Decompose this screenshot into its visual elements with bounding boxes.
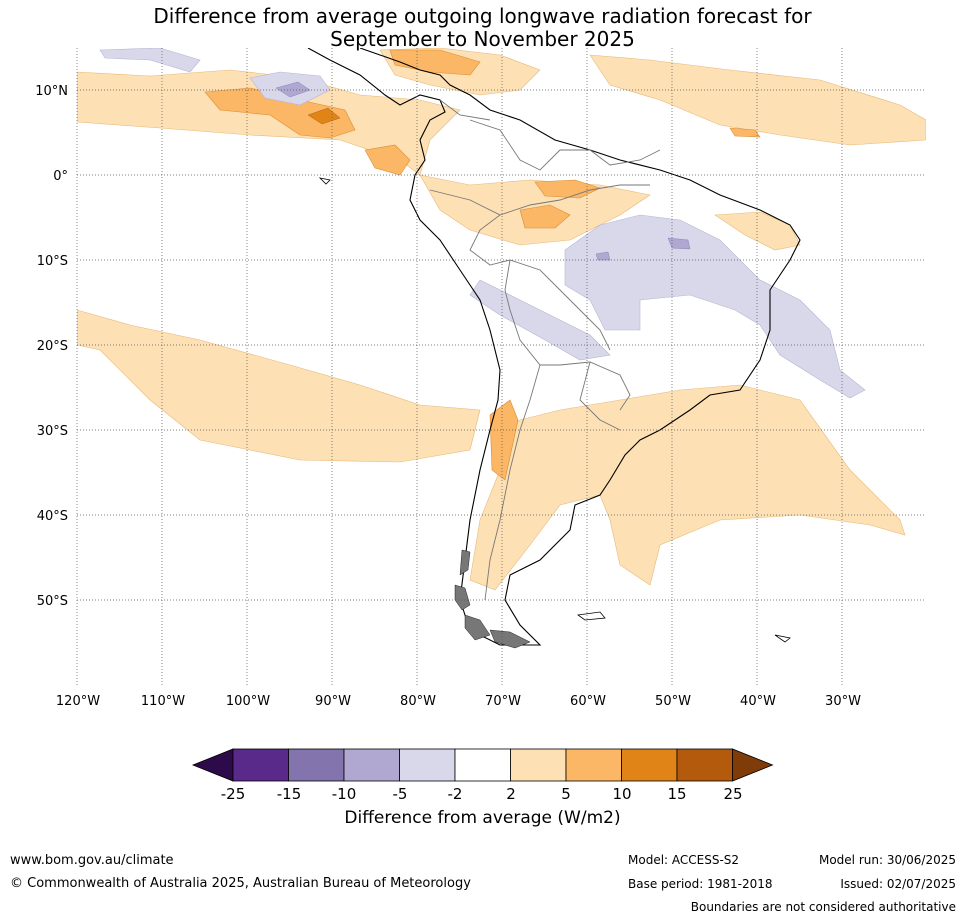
anomaly-negative-regions bbox=[99, 48, 866, 399]
footer-disclaimer: Boundaries are not considered authoritat… bbox=[690, 900, 956, 914]
colorbar-min-arrow bbox=[191, 748, 234, 782]
lon-label: 70°W bbox=[485, 694, 521, 709]
lon-label: 90°W bbox=[315, 694, 351, 709]
colorbar-swatch bbox=[621, 748, 678, 782]
colorbar-tick: -25 bbox=[221, 785, 246, 803]
colorbar-ticks: -25 -15 -10 -5 -2 2 5 10 15 25 bbox=[221, 785, 743, 803]
colorbar-tick: -2 bbox=[448, 785, 463, 803]
lat-label: 50°S bbox=[37, 594, 68, 609]
colorbar-max-arrow bbox=[732, 748, 774, 782]
colorbar-swatch bbox=[399, 748, 456, 782]
anomaly-5-10-regions bbox=[204, 49, 761, 481]
lon-label: 80°W bbox=[400, 694, 436, 709]
title-line-2: September to November 2025 bbox=[330, 27, 635, 51]
lon-label: 50°W bbox=[655, 694, 691, 709]
colorbar-tick: 15 bbox=[667, 785, 686, 803]
anomaly-minus5-regions bbox=[275, 81, 691, 261]
title-line-1: Difference from average outgoing longwav… bbox=[153, 4, 812, 28]
lon-label: 100°W bbox=[226, 694, 270, 709]
footer-model-run: Model run: 30/06/2025 bbox=[818, 853, 956, 867]
footer-url: www.bom.gov.au/climate bbox=[10, 853, 174, 868]
colorbar-tick: -10 bbox=[332, 785, 357, 803]
graticule bbox=[76, 48, 926, 685]
latitude-labels: 10°N 0° 10°S 20°S 30°S 40°S 50°S bbox=[35, 84, 68, 609]
footer-model: Model: ACCESS-S2 bbox=[628, 853, 740, 867]
colorbar-tick: -5 bbox=[393, 785, 408, 803]
lat-label: 0° bbox=[53, 169, 68, 184]
colorbar-swatch bbox=[565, 748, 622, 782]
patagonian-archipelago bbox=[454, 549, 531, 649]
map-title: Difference from average outgoing longwav… bbox=[0, 5, 965, 51]
small-islands bbox=[318, 177, 791, 643]
footer-copyright: © Commonwealth of Australia 2025, Austra… bbox=[10, 876, 471, 891]
footer-base-period: Base period: 1981-2018 bbox=[628, 877, 773, 891]
lon-label: 110°W bbox=[141, 694, 185, 709]
colorbar-swatch bbox=[454, 748, 511, 782]
colorbar-tick: 5 bbox=[561, 785, 571, 803]
colorbar-tick: 10 bbox=[612, 785, 631, 803]
lat-label: 30°S bbox=[37, 424, 68, 439]
lon-label: 40°W bbox=[740, 694, 776, 709]
colorbar-swatch bbox=[232, 748, 289, 782]
colorbar-swatch bbox=[288, 748, 345, 782]
colorbar-swatch bbox=[676, 748, 733, 782]
colorbar-tick: -15 bbox=[277, 785, 302, 803]
country-borders bbox=[429, 99, 661, 601]
map-plot-area bbox=[77, 48, 926, 649]
lon-label: 120°W bbox=[56, 694, 100, 709]
longitude-labels: 120°W 110°W 100°W 90°W 80°W 70°W 60°W 50… bbox=[56, 694, 861, 709]
lat-label: 40°S bbox=[37, 509, 68, 524]
continent-coastline bbox=[307, 48, 801, 646]
lat-label: 10°S bbox=[37, 254, 68, 269]
lon-label: 30°W bbox=[825, 694, 861, 709]
colorbar-tick: 25 bbox=[723, 785, 742, 803]
colorbar-swatches bbox=[191, 748, 774, 782]
lon-label: 60°W bbox=[570, 694, 606, 709]
footer-issued: Issued: 02/07/2025 bbox=[840, 877, 956, 891]
colorbar-tick: 2 bbox=[506, 785, 516, 803]
colorbar-label: Difference from average (W/m2) bbox=[344, 808, 621, 828]
lat-label: 10°N bbox=[35, 84, 68, 99]
colorbar-swatch bbox=[343, 748, 400, 782]
lat-label: 20°S bbox=[37, 339, 68, 354]
colorbar-swatch bbox=[510, 748, 567, 782]
